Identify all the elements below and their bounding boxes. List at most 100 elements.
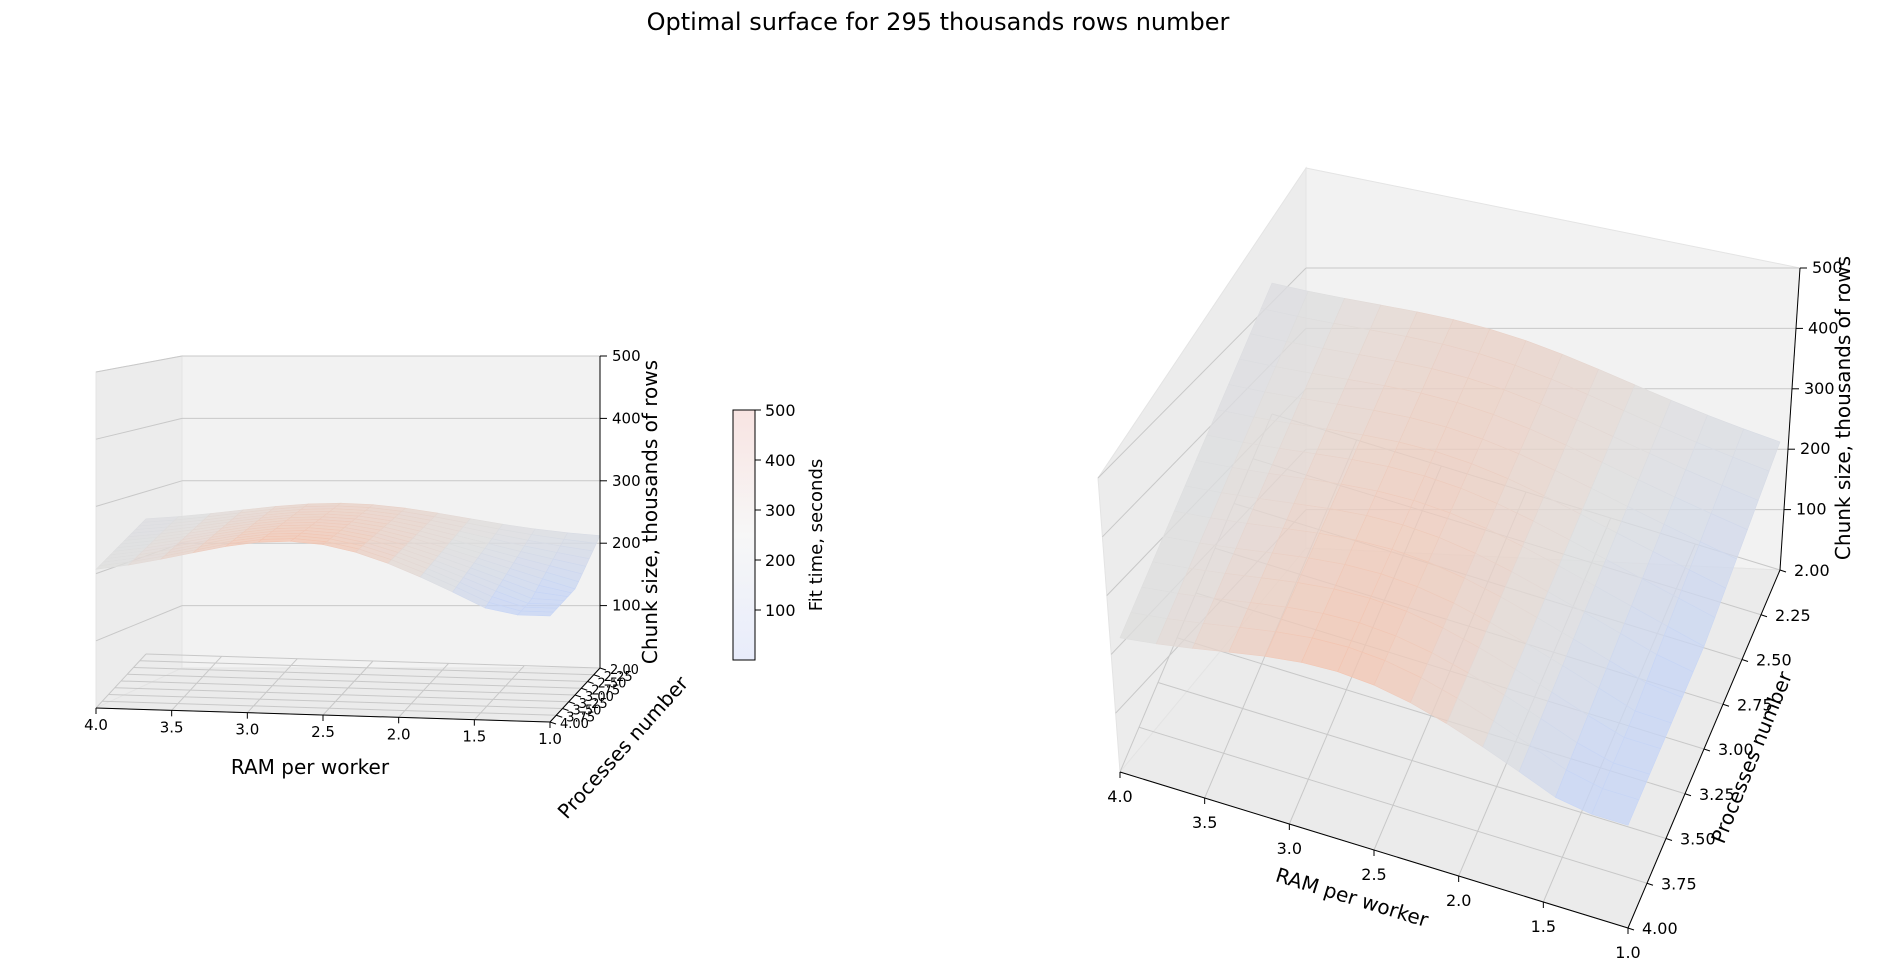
y-tick-label: 3.75 (566, 710, 595, 725)
y-tick-mark (1646, 882, 1654, 886)
y-tick-label: 2.50 (1756, 651, 1792, 670)
y-tick-mark (1741, 659, 1749, 662)
right-x-axis-label: RAM per worker (1273, 863, 1432, 932)
right-3d-axes: 4.0 3.5 3.0 2.5 2.0 1.5 1.0 RAM per worker 2.0… (1097, 166, 1855, 962)
y-tick-label: 4.00 (560, 717, 589, 732)
z-tick-label: 200 (1800, 439, 1831, 458)
x-tick-label: 2.5 (311, 723, 335, 741)
colorbar-tick-label: 100 (765, 601, 796, 620)
y-tick-mark (1779, 569, 1787, 573)
y-tick-mark (1684, 793, 1692, 797)
y-tick-label: 3.00 (1718, 740, 1754, 759)
y-tick-mark (568, 701, 575, 705)
y-tick-mark (549, 721, 557, 725)
y-gridline (108, 694, 563, 709)
y-gridline (139, 660, 594, 676)
y-tick-label: 2.00 (1794, 561, 1830, 580)
z-side-gridline (95, 417, 183, 440)
x-tick-label: 1.5 (1531, 917, 1556, 936)
right-y-ticks: 2.00 2.25 2.50 2.75 3.00 3.25 3.50 3.75 4.00 (1627, 561, 1830, 938)
y-gridline (114, 687, 569, 703)
left-3d-axes: 4.0 3.5 3.0 2.5 2.0 1.5 1.0 RAM per worker 2.0… (84, 347, 693, 823)
y-tick-mark (587, 681, 594, 684)
y-tick-label: 2.75 (591, 683, 620, 698)
z-tick-label: 400 (1808, 318, 1839, 337)
y-tick-label: 2.00 (610, 663, 639, 678)
y-tick-mark (1665, 838, 1673, 841)
left-surface (95, 502, 601, 617)
left-z-ticks: 100 200 300 400 500 (600, 347, 641, 615)
colorbar-bar (732, 409, 756, 661)
y-tick-mark (581, 687, 588, 691)
x-tick-label: 3.5 (1192, 813, 1217, 832)
x-tick-label: 1.5 (462, 728, 486, 746)
surface-patch (516, 610, 555, 617)
right-z-axis-line (1779, 267, 1801, 571)
left-gridlines (95, 355, 601, 723)
x-tick-label: 1.0 (1615, 943, 1640, 962)
y-tick-label: 3.25 (579, 697, 608, 712)
colorbar-tick-label: 500 (765, 401, 796, 420)
figure-title: Optimal surface for 295 thousands rows n… (647, 8, 1230, 36)
right-x-ticks: 4.0 3.5 3.0 2.5 2.0 1.5 1.0 (1107, 772, 1641, 962)
z-tick-label: 500 (612, 347, 641, 365)
y-gridline (145, 653, 601, 669)
y-gridline (133, 667, 588, 682)
z-tick-label: 100 (612, 597, 641, 615)
z-tick-label: 200 (612, 534, 641, 552)
y-tick-mark (574, 694, 582, 698)
x-tick-label: 4.0 (1107, 787, 1132, 806)
left-y-ticks: 2.002.252.502.753.003.253.503.754.00 (549, 663, 639, 732)
z-side-gridline (95, 605, 183, 642)
x-tick-label: 2.5 (1361, 865, 1386, 884)
y-tick-label: 4.00 (1642, 919, 1678, 938)
x-tick-label: 2.0 (387, 725, 411, 743)
z-tick-label: 400 (612, 409, 641, 427)
y-tick-label: 2.50 (598, 677, 627, 692)
y-gridline (1157, 682, 1667, 839)
y-tick-label: 3.25 (1699, 785, 1735, 804)
y-tick-mark (599, 667, 607, 671)
y-gridline (127, 673, 582, 689)
x-tick-label: 2.0 (1446, 891, 1471, 910)
colorbar-tick-label: 400 (765, 451, 796, 470)
y-tick-label: 2.25 (1775, 606, 1811, 625)
y-gridline (1138, 726, 1648, 884)
x-tick-label: 3.0 (1277, 839, 1302, 858)
x-tick-label: 1.0 (538, 730, 562, 748)
y-tick-mark (1627, 927, 1635, 931)
right-z-ticks: 100 200 300 400 500 (1784, 258, 1843, 519)
x-tick-label: 3.0 (235, 721, 259, 739)
y-gridline (120, 680, 576, 696)
y-tick-mark (562, 708, 569, 711)
y-tick-label: 2.25 (604, 670, 633, 685)
left-x-axis-label: RAM per worker (231, 755, 390, 779)
y-tick-label: 3.00 (585, 690, 614, 705)
y-tick-mark (556, 714, 563, 718)
left-x-ticks: 4.0 3.5 3.0 2.5 2.0 1.5 1.0 (84, 708, 562, 748)
y-tick-label: 3.75 (1661, 874, 1697, 893)
colorbar-tick-label: 300 (765, 501, 796, 520)
y-tick-label: 3.50 (573, 704, 602, 719)
z-side-gridline (95, 355, 183, 373)
z-tick-label: 300 (612, 472, 641, 490)
y-tick-mark (593, 674, 600, 678)
z-side-gridline (95, 480, 183, 507)
colorbar-tick-label: 200 (765, 551, 796, 570)
y-tick-label: 2.75 (1737, 695, 1773, 714)
y-tick-label: 3.50 (1680, 830, 1716, 849)
colorbar: 100 200 300 400 500 Fit time, seconds (732, 401, 827, 661)
y-tick-mark (1760, 614, 1768, 618)
left-z-axis-label: Chunk size, thousands of rows (638, 360, 662, 664)
y-tick-mark (1703, 748, 1711, 752)
colorbar-label: Fit time, seconds (806, 459, 827, 612)
right-surface (1119, 282, 1781, 826)
y-gridline (102, 700, 557, 716)
z-tick-label: 100 (1796, 500, 1827, 519)
x-tick-label: 4.0 (84, 716, 108, 734)
surface-patch (1591, 788, 1640, 826)
z-tick-label: 500 (1812, 258, 1843, 277)
colorbar-ticks: 100 200 300 400 500 (755, 401, 796, 620)
x-tick-label: 3.5 (160, 718, 184, 736)
